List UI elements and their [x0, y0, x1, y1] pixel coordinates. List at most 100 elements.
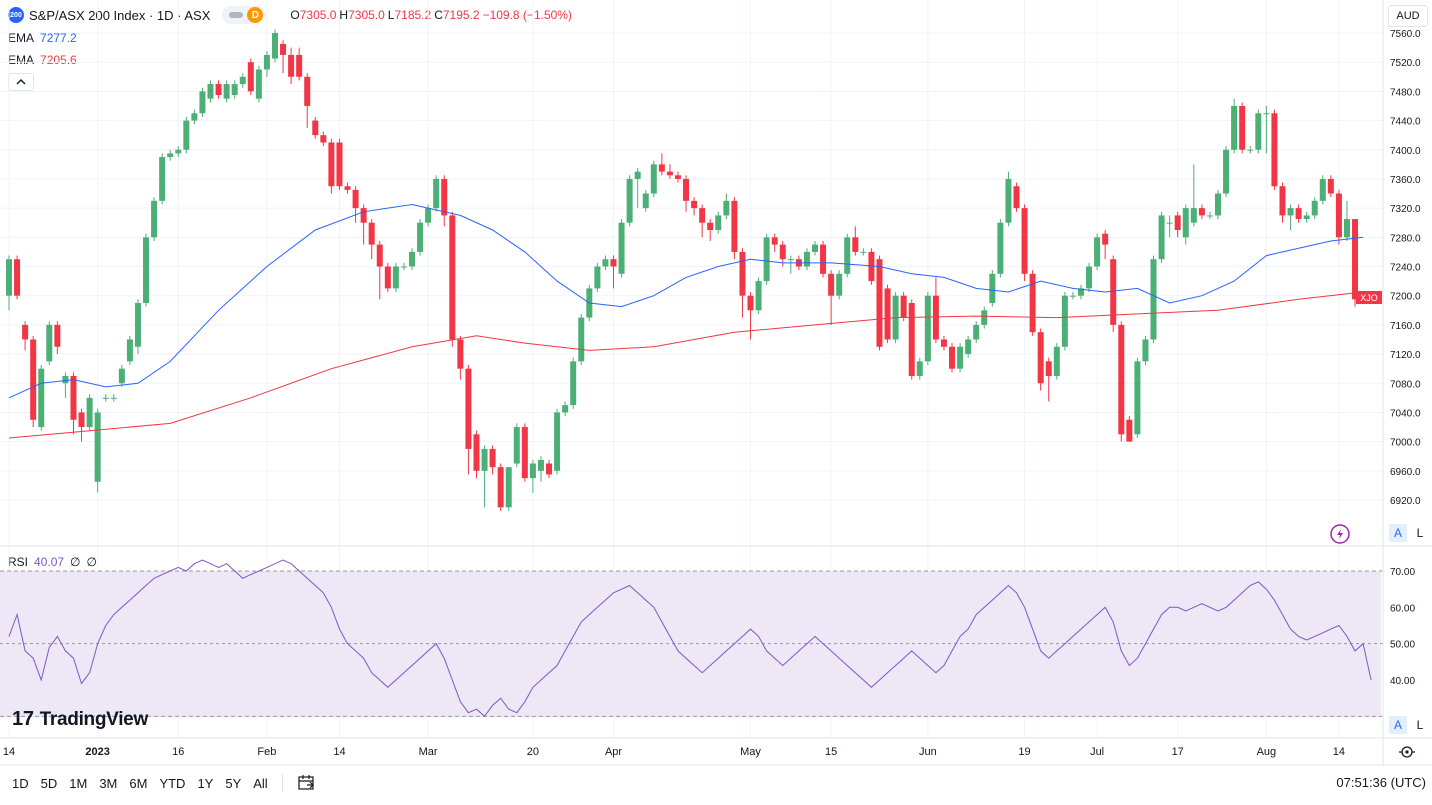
candle-down	[1110, 255, 1117, 333]
price-tick-label: 7320.0	[1390, 204, 1421, 215]
candle-body	[167, 153, 174, 158]
candle-up	[207, 80, 214, 103]
candle-up	[118, 365, 125, 387]
time-axis[interactable]: 14 2023 16 Feb 14 Mar 20 Apr May 15 Jun 19 Jul 17 Aug 1…	[3, 746, 1345, 758]
candle-body	[271, 33, 278, 59]
market-status-toggle[interactable]: D	[222, 6, 267, 24]
candle-down	[674, 171, 681, 183]
candle-up	[62, 372, 69, 398]
candle-body	[820, 244, 827, 274]
candle-up	[634, 167, 641, 209]
candle-down	[360, 204, 367, 245]
candle-body	[1279, 186, 1286, 216]
candle-body	[650, 164, 657, 194]
candle-body	[1239, 105, 1246, 150]
rsi-axis[interactable]: 40.00 50.00 60.00 70.00	[1390, 567, 1415, 687]
ohlc-key: O	[290, 8, 300, 22]
candle-up	[513, 423, 520, 468]
candle-up	[924, 292, 931, 366]
candle-down	[1295, 204, 1302, 223]
ema-fast-legend[interactable]: EMA 7277.2	[8, 31, 77, 45]
auto-scale-button[interactable]: A	[1389, 524, 1407, 542]
candle-body	[1343, 219, 1350, 238]
candle-down	[1029, 270, 1036, 336]
lightning-icon[interactable]	[1330, 524, 1350, 544]
candle-body	[6, 259, 12, 296]
candle-body	[1352, 219, 1359, 300]
candle-down	[473, 430, 480, 479]
price-axis[interactable]: 6920.0 6960.0 7000.0 7040.0 7080.0 7120.0 7160…	[1390, 29, 1421, 507]
candle-body	[1166, 222, 1173, 224]
candle-body	[940, 339, 947, 347]
candle-down	[280, 40, 287, 74]
candle-body	[1061, 295, 1068, 347]
price-tick-label: 6920.0	[1390, 496, 1421, 507]
candle-body	[1247, 149, 1254, 151]
timeframe-5d[interactable]: 5D	[40, 775, 58, 791]
candle-up	[1231, 98, 1238, 154]
candle-down	[1102, 230, 1109, 260]
candle-body	[868, 251, 875, 282]
rsi-legend[interactable]: RSI 40.07 ∅ ∅	[8, 555, 97, 569]
candle-down	[699, 204, 706, 238]
candle-body	[1102, 233, 1109, 245]
timeframe-ytd[interactable]: YTD	[159, 775, 186, 791]
timeframe-3m[interactable]: 3M	[99, 775, 118, 791]
candle-body	[787, 259, 794, 261]
symbol-logo-icon: 200	[8, 7, 24, 23]
candle-body	[263, 54, 270, 70]
reset-chart-icon[interactable]	[1399, 746, 1415, 758]
timeframe-6m[interactable]: 6M	[129, 775, 148, 791]
candle-body	[981, 310, 988, 325]
candle-body	[489, 448, 496, 468]
timeframe-1y[interactable]: 1Y	[197, 775, 214, 791]
candle-body	[1206, 215, 1213, 217]
candle-up	[537, 456, 544, 482]
ohlc-value: 7305.0	[299, 8, 337, 22]
candle-body	[860, 251, 867, 253]
rsi-auto-scale-button[interactable]: A	[1389, 716, 1407, 734]
tradingview-logo[interactable]: 17 TradingView	[12, 708, 148, 731]
candle-body	[54, 324, 61, 347]
rsi-extra-2: ∅	[86, 555, 97, 569]
ema-slow-legend[interactable]: EMA 7205.6	[8, 53, 77, 67]
candle-body	[747, 295, 754, 311]
timeframe-1d[interactable]: 1D	[12, 775, 29, 791]
timeframe-1m[interactable]: 1M	[69, 775, 88, 791]
candle-up	[1166, 215, 1173, 238]
symbol-title[interactable]: S&P/ASX 200 Index · 1D · ASX	[29, 7, 211, 23]
currency-button[interactable]: AUD	[1388, 5, 1428, 27]
timeframe-all[interactable]: All	[253, 775, 268, 791]
candle-body	[707, 222, 714, 231]
candle-body	[1069, 295, 1076, 297]
candle-body	[755, 281, 762, 311]
candle-body	[1335, 193, 1342, 238]
utc-clock[interactable]: 07:51:36 (UTC)	[1336, 775, 1426, 790]
candle-body	[1311, 200, 1318, 216]
time-tick-label: Aug	[1257, 746, 1277, 758]
candle-body	[731, 200, 738, 252]
candle-body	[1295, 208, 1302, 220]
candle-body	[965, 339, 972, 355]
candle-body	[916, 361, 923, 376]
candle-body	[1263, 113, 1270, 115]
logo-text: TradingView	[39, 708, 149, 730]
log-scale-button[interactable]: L	[1416, 526, 1424, 540]
candle-body	[803, 251, 810, 267]
candle-body	[417, 222, 424, 252]
candle-down	[771, 233, 778, 252]
timeframe-5y[interactable]: 5Y	[225, 775, 242, 791]
time-tick-label: 15	[825, 746, 837, 758]
price-tick-label: 7280.0	[1390, 233, 1421, 244]
candle-down	[449, 211, 456, 347]
candle-body	[14, 259, 21, 296]
candle-up	[844, 233, 851, 278]
candle-body	[320, 135, 327, 143]
date-range-icon[interactable]	[297, 774, 315, 792]
candle-body	[723, 200, 730, 216]
candle-up	[554, 408, 561, 475]
rsi-log-scale-button[interactable]: L	[1416, 718, 1424, 732]
candle-body	[481, 448, 488, 471]
price-tick-label: 7480.0	[1390, 87, 1421, 98]
